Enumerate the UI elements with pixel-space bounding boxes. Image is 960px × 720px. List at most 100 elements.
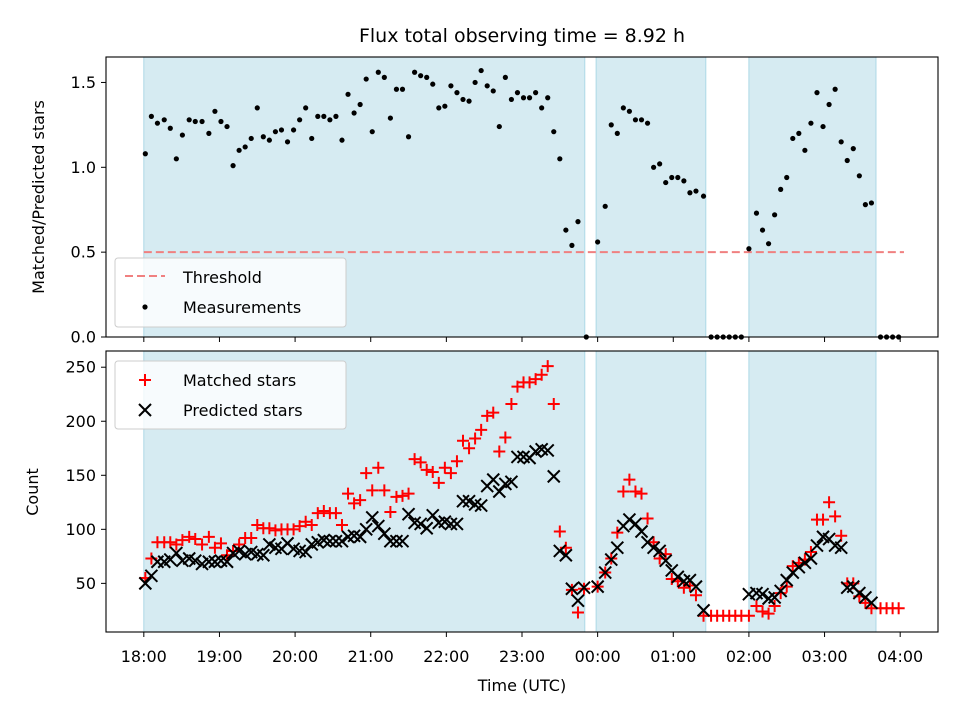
predicted-stars-point-109: [852, 586, 867, 600]
predicted-stars-point-67: [547, 469, 561, 484]
measurements-point-81: [644, 120, 651, 126]
measurements-point-110: [826, 101, 832, 108]
measurements-point-102: [778, 186, 784, 192]
measurements-point-33: [345, 91, 351, 97]
threshold-legend-label: Threshold: [182, 268, 262, 287]
matched-stars-point-56: [481, 409, 494, 422]
measurements-point-58: [496, 123, 502, 130]
matched-stars-point-64: [529, 373, 542, 386]
matched-stars-point-20: [263, 522, 276, 535]
matched-stars-legend-label: Matched stars: [183, 371, 296, 390]
matched-stars-point-36: [360, 467, 373, 480]
measurements-point-41: [393, 86, 400, 92]
matched-stars-point-48: [432, 476, 445, 489]
matched-stars-point-9: [196, 538, 209, 551]
measurements-point-44: [411, 69, 418, 75]
predicted-stars-point-42: [395, 534, 410, 548]
matched-stars-legend-swatch: [139, 374, 151, 386]
measurements-point-27: [309, 135, 315, 142]
y-tick-label: 250: [65, 358, 96, 377]
measurements-point-83: [657, 161, 663, 167]
measurements-point-80: [638, 117, 645, 123]
measurements-point-87: [681, 178, 687, 184]
measurements-point-82: [651, 164, 657, 170]
predicted-stars-point-58: [492, 484, 507, 499]
measurements-point-7: [186, 117, 192, 123]
measurements-point-114: [850, 146, 856, 152]
x-tick-label: 04:00: [877, 647, 923, 666]
ratio-y-axis-label: Matched/Predicted stars: [29, 100, 48, 294]
y-tick-label: 0.0: [71, 328, 96, 347]
predicted-stars-point-31: [329, 534, 343, 548]
predicted-stars-point-71: [571, 593, 585, 608]
matched-stars-point-101: [768, 600, 781, 613]
predicted-stars-point-99: [792, 560, 806, 574]
measurements-point-40: [387, 115, 393, 121]
matched-stars-point-103: [780, 580, 793, 593]
measurements-point-47: [430, 81, 436, 87]
matched-stars-point-57: [487, 406, 500, 419]
measurements-point-70: [569, 242, 575, 248]
measurements-point-79: [632, 117, 639, 123]
matched-stars-point-52: [457, 434, 470, 447]
matched-stars-point-42: [396, 489, 409, 502]
matched-stars-point-98: [750, 600, 763, 613]
ratio-panel: 0.0 0.5 1.0 1.5 Matched/Predicted stars Thr…: [29, 56, 939, 347]
predicted-stars-point-60: [504, 475, 519, 489]
measurements-point-101: [772, 212, 778, 218]
matched-stars-point-71: [571, 606, 584, 619]
matched-stars-point-40: [384, 506, 397, 519]
x-tick-label: 18:00: [121, 647, 167, 666]
predicted-stars-point-10: [202, 555, 216, 569]
predicted-stars-point-19: [256, 548, 271, 562]
y-tick-label: 150: [65, 466, 96, 485]
predicted-stars-point-111: [864, 596, 879, 610]
predicted-stars-point-43: [401, 507, 416, 521]
count-data-marks: [138, 360, 905, 622]
measurements-point-67: [551, 129, 557, 135]
matched-stars-point-87: [677, 581, 690, 594]
matched-stars-point-6: [176, 534, 189, 547]
measurements-point-3: [161, 117, 167, 123]
measurements-point-73: [595, 239, 601, 245]
predicted-stars-point-0: [138, 576, 153, 591]
measurements-point-105: [796, 130, 802, 136]
matched-stars-point-39: [378, 484, 391, 497]
matched-stars-point-7: [183, 530, 196, 543]
matched-stars-point-79: [629, 485, 642, 498]
matched-stars-point-26: [299, 515, 312, 528]
predicted-stars-point-13: [220, 555, 234, 569]
measurements-point-28: [315, 113, 321, 119]
measurements-point-115: [856, 173, 862, 179]
matched-stars-point-102: [774, 587, 787, 600]
measurements-point-109: [820, 123, 826, 130]
matched-stars-point-5: [170, 538, 183, 551]
measurements-point-99: [759, 227, 766, 233]
matched-stars-point-59: [499, 431, 512, 444]
predicted-stars-point-1: [144, 569, 159, 583]
predicted-stars-point-51: [450, 517, 464, 531]
matched-stars-point-33: [342, 487, 355, 500]
predicted-stars-legend-swatch: [138, 403, 152, 417]
measurements-point-15: [236, 147, 242, 153]
measurements-point-76: [614, 130, 620, 136]
matched-stars-point-55: [475, 423, 488, 436]
measurements-point-52: [460, 96, 466, 103]
predicted-stars-point-83: [652, 544, 667, 558]
measurements-point-56: [484, 83, 490, 89]
matched-stars-point-14: [227, 544, 240, 557]
measurements-point-90: [700, 193, 707, 199]
matched-stars-point-77: [617, 485, 630, 498]
measurements-point-10: [206, 130, 212, 136]
matched-stars-point-24: [287, 523, 300, 536]
measurements-point-12: [218, 118, 224, 125]
observing-window-3: [748, 56, 877, 338]
count-y-axis-label: Count: [23, 468, 42, 516]
y-tick-label: 1.0: [71, 158, 96, 177]
measurements-point-107: [808, 120, 814, 126]
measurements-point-55: [478, 67, 484, 74]
chart-title: Flux total observing time = 8.92 h: [359, 25, 685, 47]
measurements-point-53: [466, 98, 472, 104]
count-legend-box: [114, 360, 347, 430]
matched-stars-point-37: [366, 484, 379, 497]
